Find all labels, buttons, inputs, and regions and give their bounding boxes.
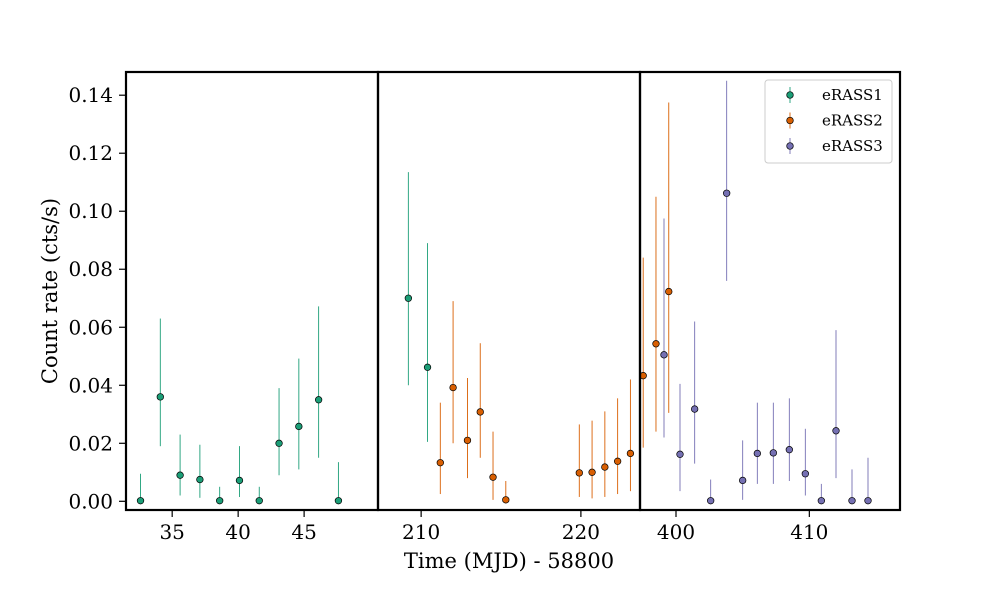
y-tick-label: 0.04: [68, 373, 113, 397]
data-point: [832, 427, 840, 435]
data-point: [817, 497, 825, 505]
legend-label: eRASS2: [822, 112, 883, 130]
panel-frame: [638, 70, 902, 512]
data-point: [626, 449, 635, 458]
data-points-layer: [136, 80, 872, 505]
data-point: [652, 340, 660, 348]
data-point: [864, 497, 872, 505]
data-point: [295, 422, 303, 431]
data-point: [660, 351, 668, 359]
data-point: [235, 476, 244, 485]
legend: eRASS1 eRASS2 eRASS3: [764, 79, 893, 164]
data-point: [196, 475, 204, 484]
data-point: [801, 470, 809, 478]
data-point: [613, 457, 622, 465]
data-point: [601, 463, 609, 471]
x-tick-label: 40: [225, 520, 250, 544]
y-tick-label: 0.02: [68, 431, 113, 455]
legend-marker: [786, 142, 794, 150]
data-point: [769, 449, 777, 457]
y-tick-label: 0.14: [68, 83, 113, 107]
legend-box: [764, 79, 893, 164]
y-tick-label: 0.12: [68, 141, 113, 165]
y-tick-label: 0.08: [68, 257, 113, 281]
data-point: [753, 449, 761, 458]
data-point: [476, 408, 484, 416]
x-tick-label: 410: [790, 520, 828, 544]
data-point: [665, 287, 673, 296]
y-axis: 0.00 0.02 0.04 0.06 0.08 0.10 0.12 0.14: [68, 83, 126, 513]
data-point: [691, 405, 699, 413]
data-point: [676, 450, 684, 458]
data-point: [334, 497, 343, 505]
data-point: [785, 446, 793, 454]
legend-marker: [786, 116, 794, 125]
x-tick-label: 45: [291, 520, 316, 544]
x-tick-label: 210: [402, 520, 440, 544]
data-point: [575, 469, 583, 477]
y-tick-label: 0.06: [68, 315, 113, 339]
series-eRASS1: [136, 172, 432, 505]
legend-marker: [786, 91, 794, 99]
series-eRASS3: [660, 80, 872, 505]
series-eRASS2: [436, 102, 673, 504]
panel-frame: [124, 70, 380, 512]
legend-label: eRASS3: [822, 137, 883, 155]
data-point: [423, 363, 432, 371]
data-point: [463, 436, 472, 445]
data-point: [723, 189, 731, 197]
data-point: [136, 497, 145, 505]
y-tick-label: 0.00: [68, 489, 113, 513]
data-point: [489, 473, 497, 481]
data-point: [314, 396, 323, 404]
data-point: [848, 497, 856, 505]
data-point: [176, 471, 184, 479]
data-point: [216, 497, 224, 505]
data-point: [502, 496, 510, 504]
x-axis: 35 40 45 210 220 400 410: [159, 510, 828, 544]
data-point: [588, 468, 596, 476]
data-point: [436, 459, 444, 467]
x-tick-label: 400: [657, 520, 695, 544]
panel-frames: [124, 70, 902, 512]
y-tick-label: 0.10: [68, 199, 113, 223]
data-point: [255, 497, 263, 505]
data-point: [449, 383, 457, 392]
x-axis-label: Time (MJD) - 58800: [404, 549, 614, 573]
data-point: [739, 476, 747, 485]
x-tick-label: 220: [562, 520, 600, 544]
data-point: [275, 439, 283, 447]
y-axis-label: Count rate (cts/s): [38, 198, 62, 384]
x-tick-label: 35: [159, 520, 184, 544]
legend-label: eRASS1: [822, 86, 883, 104]
data-point: [156, 393, 164, 401]
panel-frame: [376, 70, 642, 512]
data-point: [707, 497, 715, 505]
data-point: [404, 294, 413, 302]
